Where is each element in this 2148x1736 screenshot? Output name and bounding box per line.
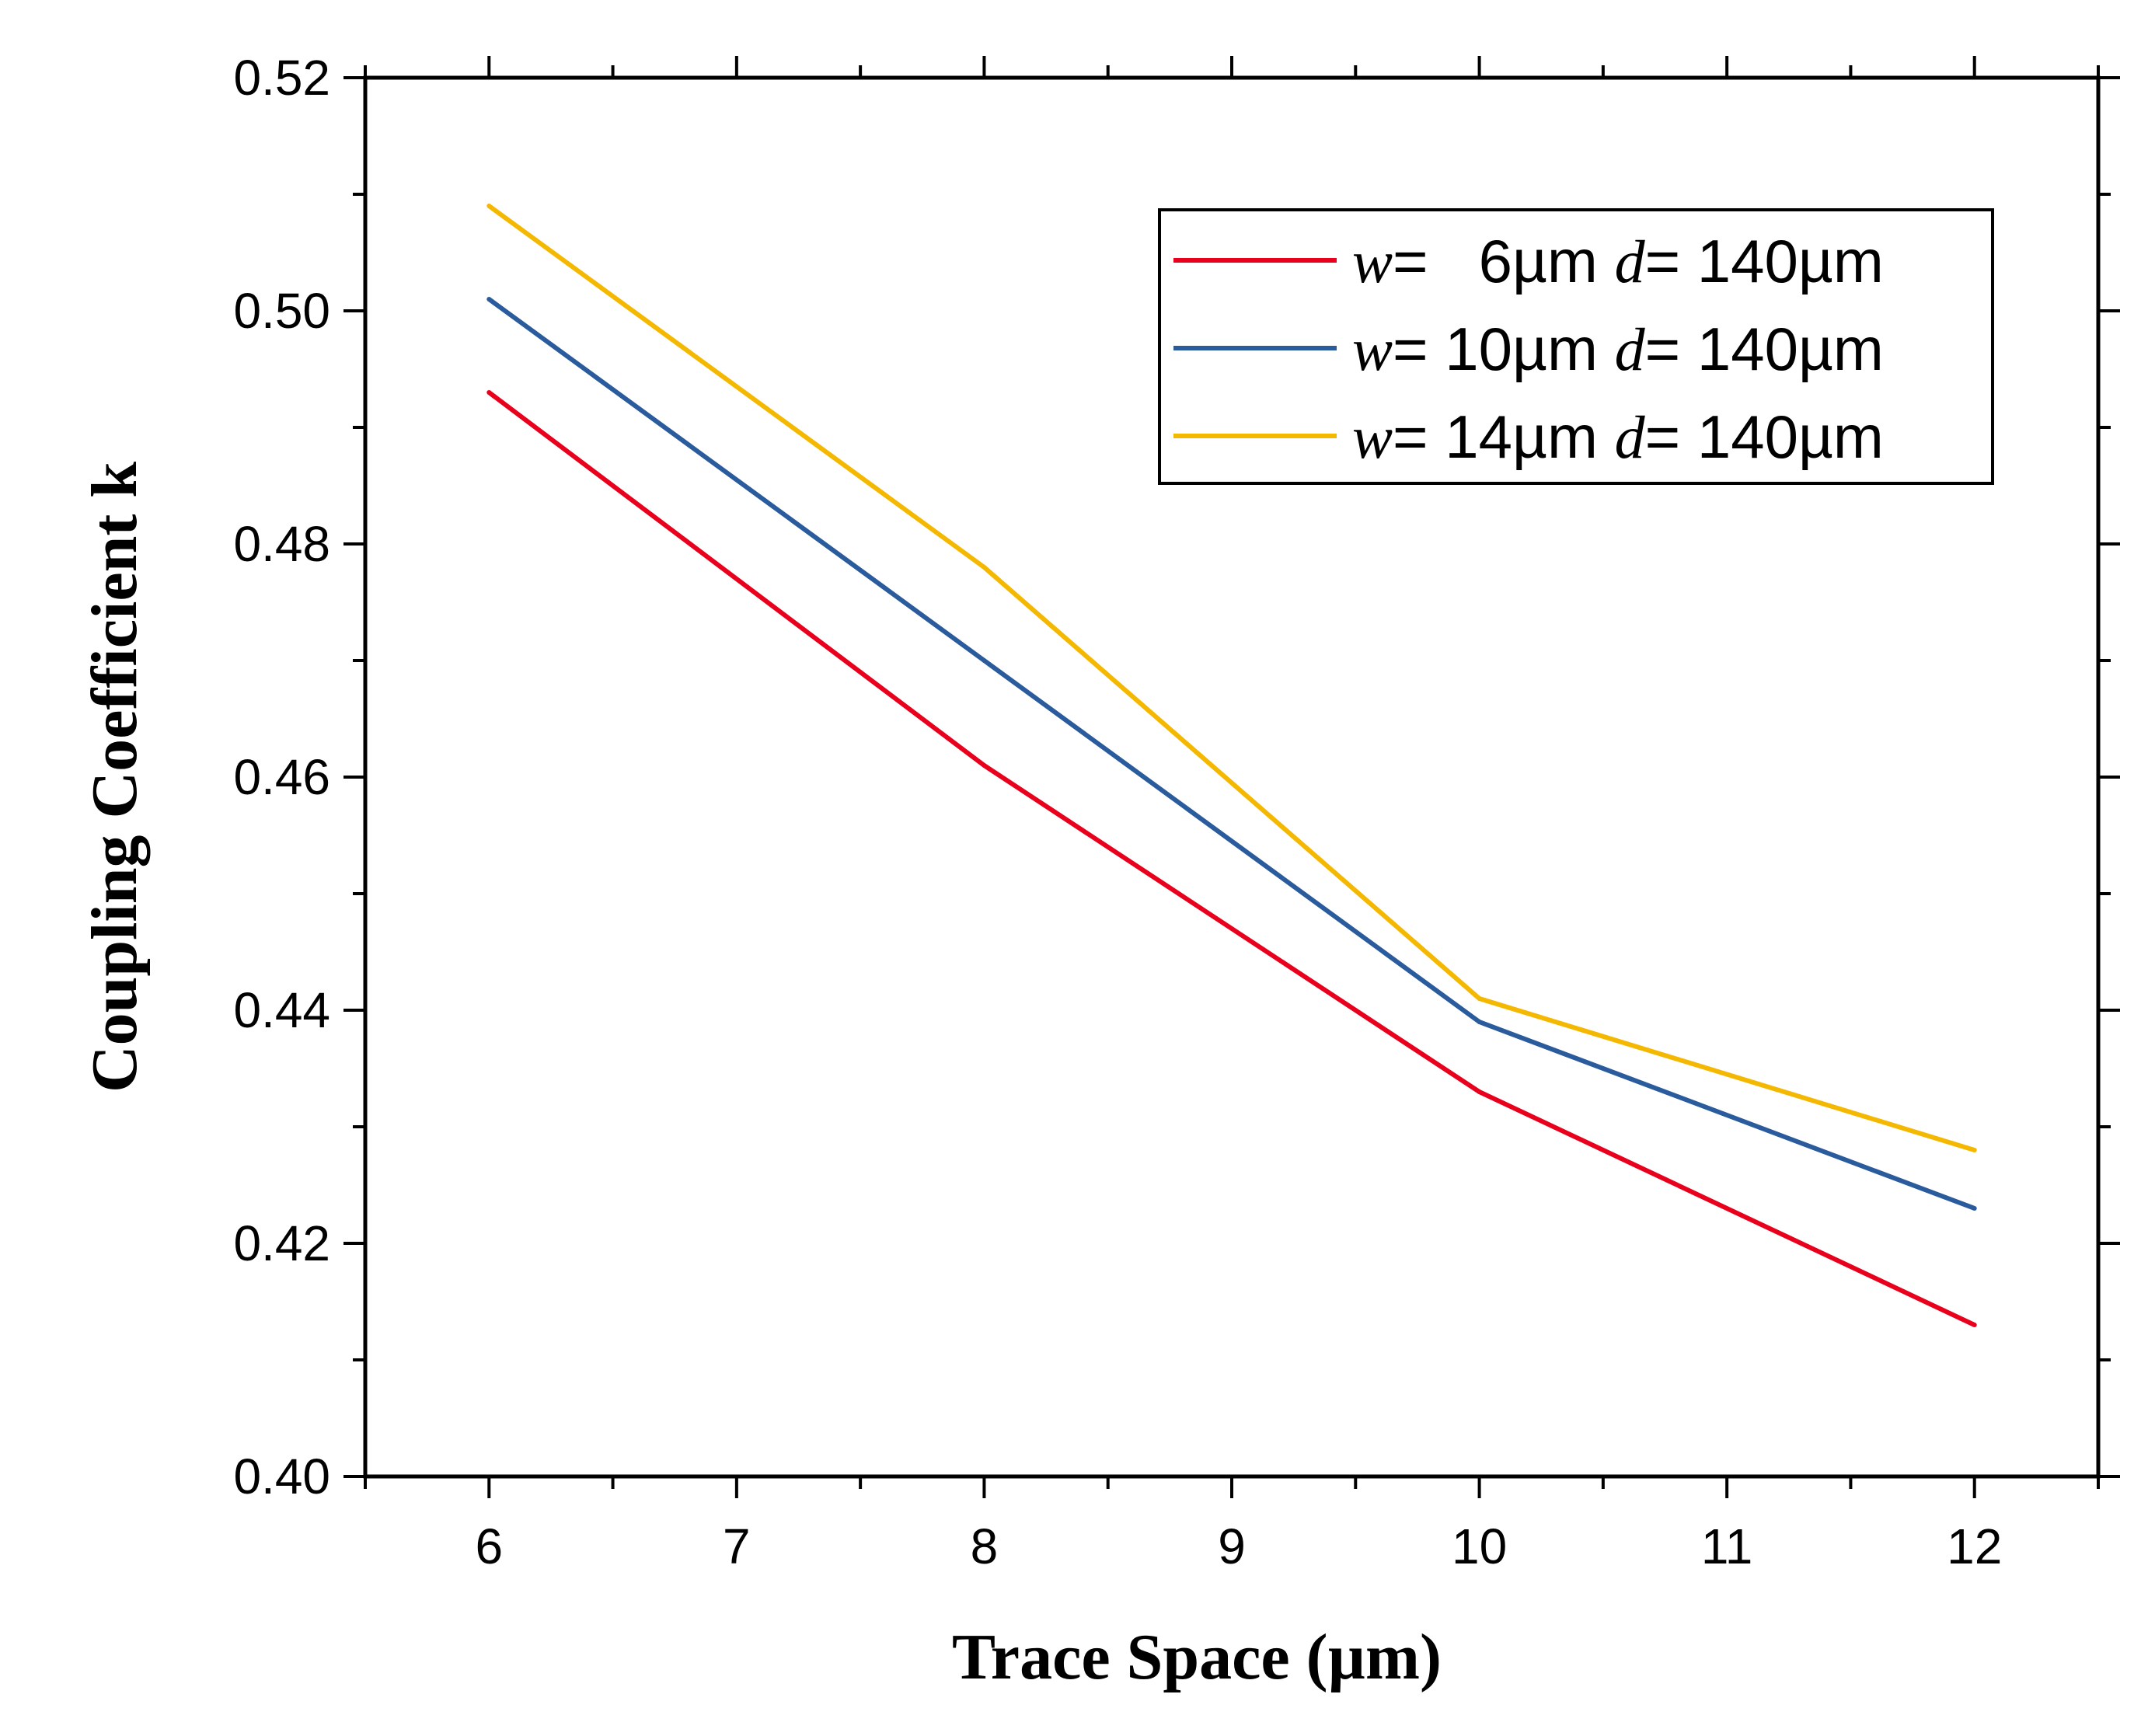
x-tick-label: 11 <box>1701 1518 1752 1574</box>
y-tick-label: 0.44 <box>233 982 330 1038</box>
y-tick-label: 0.52 <box>233 50 330 106</box>
data-point <box>982 763 987 768</box>
data-series <box>486 204 1977 1327</box>
data-point <box>1972 1323 1977 1327</box>
data-point <box>1972 1206 1977 1211</box>
x-tick-label: 7 <box>723 1518 751 1574</box>
x-axis-title: Trace Space (µm) <box>952 1621 1442 1693</box>
series-line-1 <box>487 390 1975 1327</box>
y-tick-label: 0.48 <box>233 516 330 572</box>
series-line-3 <box>487 204 1975 1152</box>
legend-label-1: w= 6µm d= 140µm <box>1352 227 1884 295</box>
x-tick-label: 10 <box>1452 1518 1507 1574</box>
y-axis-title: Coupling Coefficient k <box>78 462 151 1093</box>
data-point <box>1477 1020 1482 1024</box>
y-tick-label: 0.46 <box>233 749 330 805</box>
data-point <box>486 297 492 302</box>
y-tick-label: 0.42 <box>233 1215 330 1271</box>
x-tick-label: 9 <box>1218 1518 1246 1574</box>
x-tick-label: 6 <box>475 1518 503 1574</box>
y-tick-label: 0.50 <box>233 283 330 339</box>
data-point <box>982 658 987 663</box>
data-point <box>1477 996 1482 1001</box>
legend-label-3: w= 14µm d= 140µm <box>1352 403 1884 471</box>
data-point <box>982 565 987 570</box>
y-tick-label: 0.40 <box>233 1448 330 1504</box>
legend: w= 6µm d= 140µm w= 10µm d= 140µm w= 14µm d… <box>1158 208 1994 485</box>
data-point <box>1972 1148 1977 1152</box>
legend-label-2: w= 10µm d= 140µm <box>1352 315 1884 383</box>
x-tick-label: 12 <box>1947 1518 2002 1574</box>
data-point <box>486 390 492 395</box>
data-point <box>486 204 492 208</box>
axis-ticks: 6 7 8 9 10 11 12 0.40 0.42 0.44 0.46 0.48 0.50 0.52 <box>233 50 2120 1574</box>
x-tick-label: 8 <box>971 1518 999 1574</box>
data-point <box>1477 1089 1482 1094</box>
series-line-2 <box>487 297 1975 1211</box>
